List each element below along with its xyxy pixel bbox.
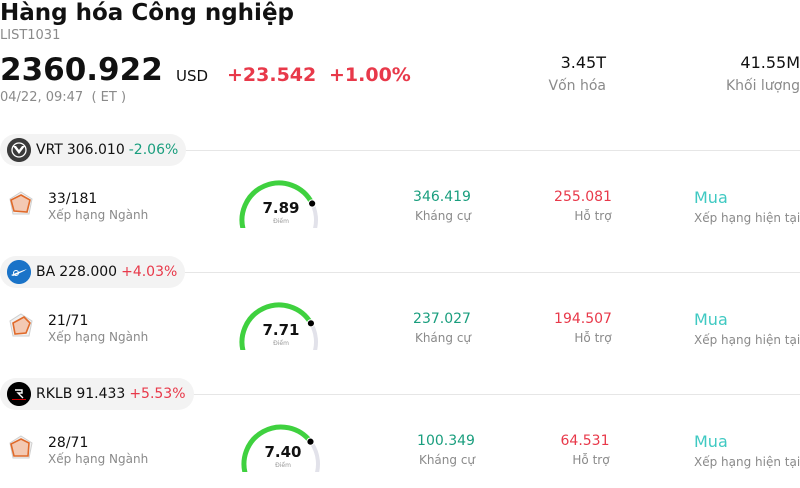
price-change: +23.542 — [227, 64, 317, 86]
current-rating-label: Xếp hạng hiện tại — [694, 333, 800, 347]
score-value: 7.71 — [262, 321, 300, 339]
gauge-fill — [239, 302, 314, 350]
current-rating-label: Xếp hạng hiện tại — [694, 211, 800, 225]
score-label: Điểm — [273, 340, 289, 347]
score-label: Điểm — [275, 462, 291, 469]
currency-label: USD — [176, 67, 209, 85]
resistance-value: 237.027 — [413, 311, 471, 327]
support-label: Hỗ trợ — [572, 453, 610, 467]
list-code: LIST1031 — [0, 28, 61, 43]
gauge-marker — [306, 437, 315, 446]
stock-pill[interactable]: RKLB 91.433 +5.53% — [0, 378, 194, 410]
resistance-label: Kháng cự — [414, 331, 472, 345]
industry-rank-value: 21/71 — [48, 313, 89, 329]
resistance-label: Kháng cự — [418, 453, 476, 467]
gauge-marker — [308, 199, 317, 208]
stock-price: 306.010 — [66, 142, 125, 158]
row-divider — [0, 394, 800, 395]
volume-label: Khối lượng — [725, 78, 800, 94]
market-cap-value: 3.45T — [560, 53, 606, 72]
support-label: Hỗ trợ — [574, 331, 612, 345]
stock-pill[interactable]: BA 228.000 +4.03% — [0, 256, 186, 288]
score-gauge — [239, 302, 318, 350]
current-rating: Mua — [694, 432, 728, 451]
stock-row[interactable]: BA 228.000 +4.03% 21/71 Xếp hạng Ngành 7… — [0, 256, 800, 378]
radar-icon — [7, 312, 35, 340]
gauge-fill — [239, 180, 315, 228]
market-cap-label: Vốn hóa — [548, 78, 606, 94]
industry-rank-label: Xếp hạng Ngành — [48, 208, 149, 222]
industry-rank-label: Xếp hạng Ngành — [48, 452, 149, 466]
radar-icon — [7, 434, 35, 462]
stock-change-percent: +4.03% — [121, 264, 178, 280]
current-rating: Mua — [694, 188, 728, 207]
stock-row[interactable]: RKLB 91.433 +5.53% 28/71 Xếp hạng Ngành … — [0, 378, 800, 488]
score-value: 7.89 — [262, 199, 300, 217]
support-value: 64.531 — [560, 433, 610, 449]
row-divider — [0, 272, 800, 273]
resistance-value: 100.349 — [417, 433, 475, 449]
stock-symbol: VRT — [36, 142, 63, 158]
stock-symbol: RKLB — [36, 386, 73, 402]
resistance-label: Kháng cự — [414, 209, 472, 223]
quote-time: 04/22, 09:47 ( ET ) — [0, 90, 127, 105]
stock-row[interactable]: VRT 306.010 -2.06% 33/181 Xếp hạng Ngành… — [0, 134, 800, 256]
score-gauge — [241, 424, 320, 472]
vrt-logo-icon — [7, 138, 31, 162]
current-rating: Mua — [694, 310, 728, 329]
price-change-percent: +1.00% — [329, 64, 411, 86]
industry-rank-label: Xếp hạng Ngành — [48, 330, 149, 344]
stock-price: 91.433 — [76, 386, 126, 402]
score-label: Điểm — [273, 218, 289, 225]
stock-change-percent: -2.06% — [128, 142, 179, 158]
volume-value: 41.55M — [740, 53, 800, 72]
resistance-value: 346.419 — [413, 189, 471, 205]
stock-pill[interactable]: VRT 306.010 -2.06% — [0, 134, 187, 166]
page-title: Hàng hóa Công nghiệp — [0, 0, 295, 26]
score-gauge — [239, 180, 318, 228]
score-value: 7.40 — [264, 443, 302, 461]
industry-rank-value: 33/181 — [48, 191, 98, 207]
radar-icon — [7, 190, 35, 218]
industry-rank-value: 28/71 — [48, 435, 89, 451]
support-value: 255.081 — [554, 189, 612, 205]
rklb-logo-icon — [7, 382, 31, 406]
row-divider — [0, 150, 800, 151]
ba-logo-icon — [7, 260, 31, 284]
index-price: 2360.922 — [0, 52, 163, 88]
stock-change-percent: +5.53% — [129, 386, 186, 402]
support-label: Hỗ trợ — [574, 209, 612, 223]
support-value: 194.507 — [554, 311, 612, 327]
stock-price: 228.000 — [59, 264, 118, 280]
current-rating-label: Xếp hạng hiện tại — [694, 455, 800, 469]
gauge-fill — [241, 424, 313, 472]
gauge-marker — [306, 319, 316, 328]
stock-symbol: BA — [36, 264, 56, 280]
